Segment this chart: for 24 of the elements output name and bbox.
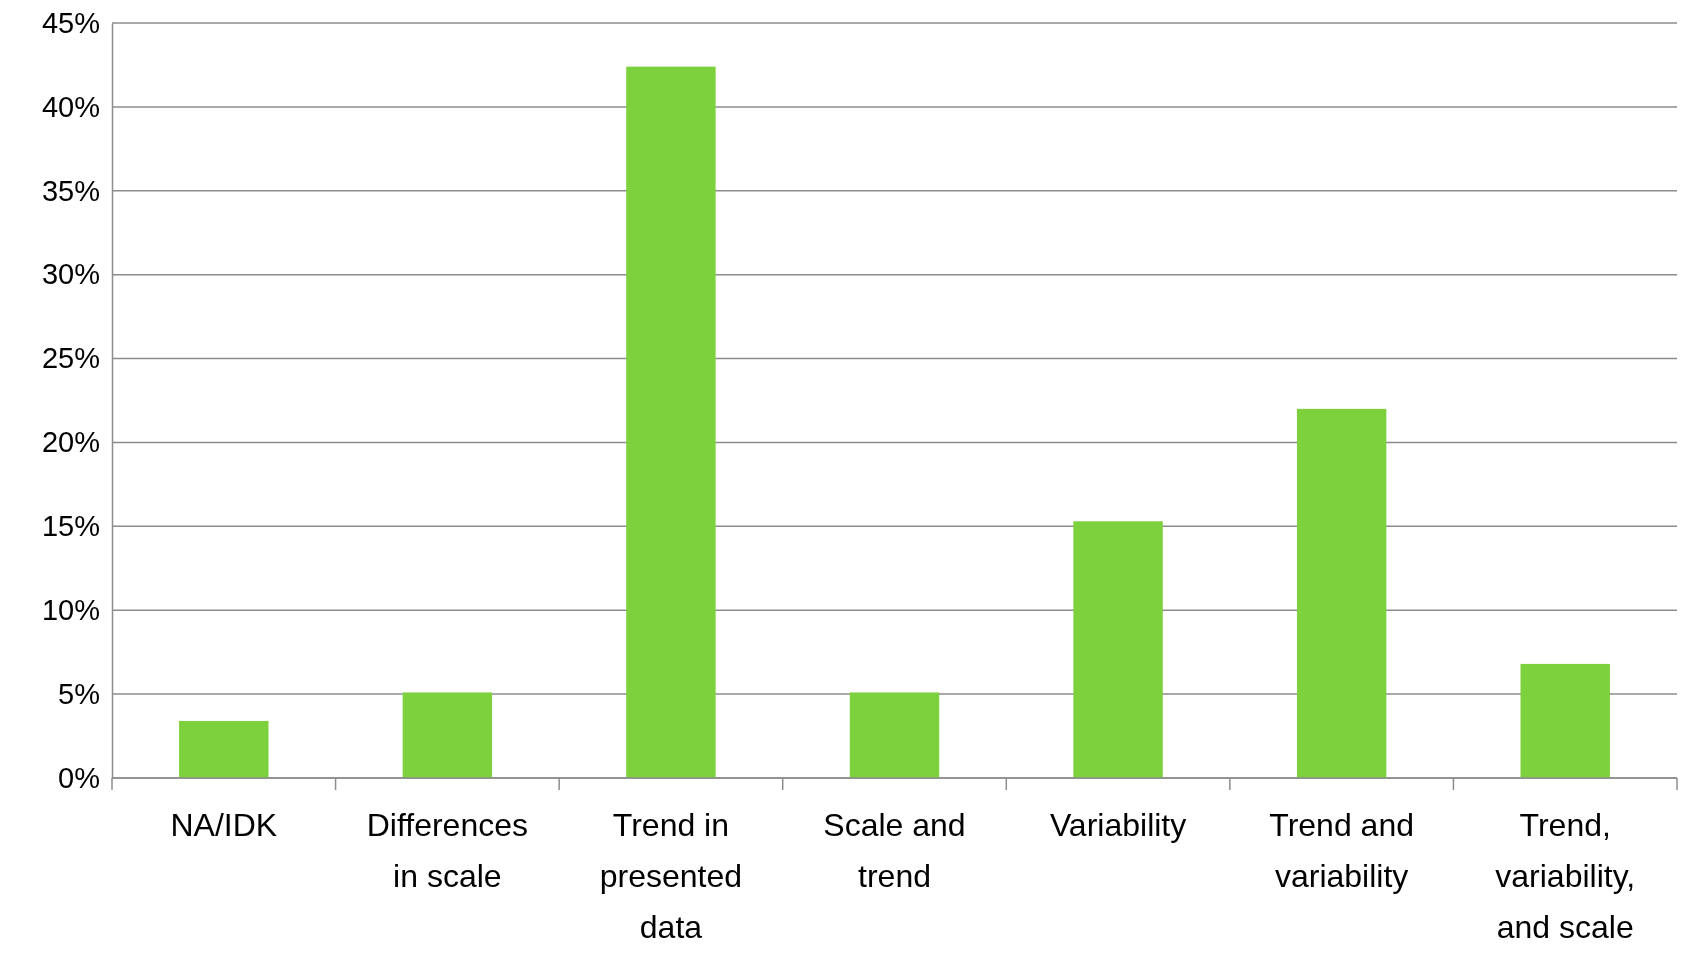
- bar: [179, 720, 269, 778]
- y-tick-label: 10%: [41, 594, 100, 626]
- bar: [1296, 408, 1387, 778]
- y-tick-label: 30%: [41, 258, 100, 291]
- y-tick-label: 35%: [41, 174, 100, 207]
- y-tick-label: 25%: [41, 342, 100, 375]
- x-tick-label: Trend, variability, and scale: [1495, 807, 1636, 946]
- x-tick-label: Scale and trend: [823, 807, 966, 895]
- x-tick-label: Trend in presented data: [599, 807, 743, 946]
- bar: [849, 692, 940, 778]
- bar: [1073, 521, 1163, 778]
- x-tick-label: NA/IDK: [170, 807, 278, 843]
- y-tick-label: 45%: [41, 6, 100, 39]
- y-tick-label: 15%: [41, 510, 100, 543]
- y-tick-label: 0%: [58, 761, 100, 794]
- bar: [626, 66, 716, 778]
- x-tick-label: Trend and variability: [1269, 807, 1414, 895]
- x-tick-label: Differences in scale: [366, 807, 528, 895]
- y-tick-label: 40%: [41, 90, 100, 123]
- bar: [402, 692, 493, 778]
- y-tick-label: 5%: [58, 677, 100, 710]
- y-tick-label: 20%: [41, 426, 100, 459]
- bar: [1520, 663, 1610, 778]
- x-tick-label: Variability: [1049, 807, 1187, 843]
